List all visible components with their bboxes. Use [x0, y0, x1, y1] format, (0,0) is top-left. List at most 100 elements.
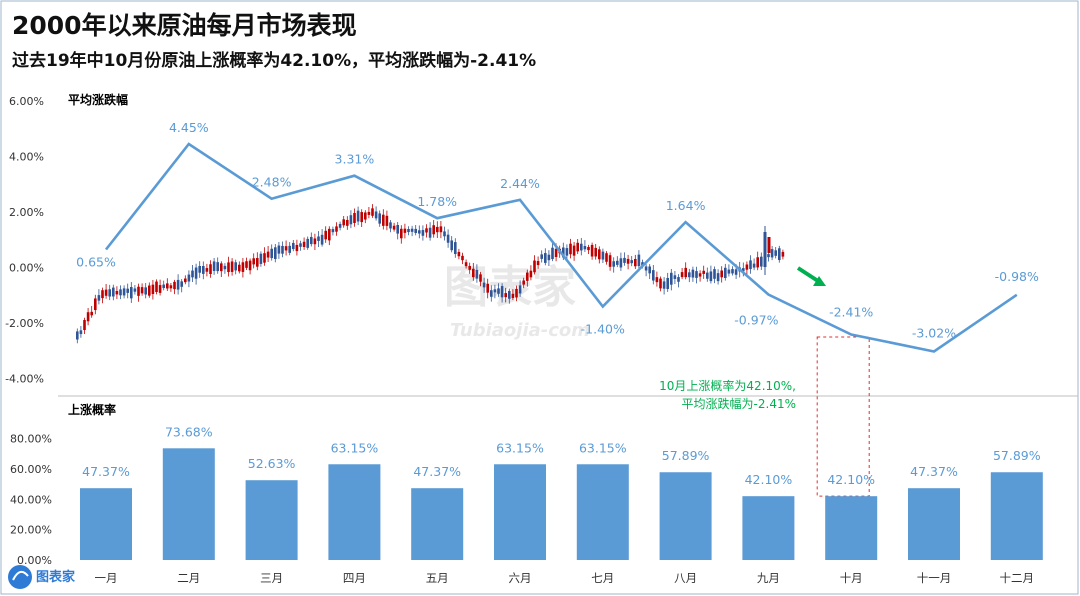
line-value-label: -0.98% [995, 269, 1039, 284]
candle-body [331, 229, 335, 233]
candle-body [605, 253, 608, 262]
candle-body [554, 248, 558, 258]
candle-body [619, 258, 623, 268]
line-value-label: -1.40% [581, 321, 625, 336]
x-tick-label: 一月 [95, 571, 118, 585]
candle-body [306, 238, 309, 248]
candle-body [234, 262, 237, 271]
bar-value-label: 52.63% [248, 456, 296, 471]
candle-body [526, 272, 529, 281]
x-axis-labels: 一月 二月 三月 四月 五月 六月 七月 八月 九月 十月 十一月 十二月 [95, 571, 1035, 585]
candle-body [511, 293, 515, 298]
bottom-ylabel: 上涨概率 [68, 402, 116, 417]
bar [411, 488, 464, 560]
brand-logo: 图表家 [8, 565, 76, 589]
bar-value-label: 47.37% [82, 464, 130, 479]
line-value-label: -2.41% [829, 305, 873, 320]
top-ytick-label: 4.00% [9, 151, 44, 164]
candle-body [544, 253, 547, 263]
candle-body [403, 228, 407, 233]
bar [990, 472, 1043, 560]
candle-body [533, 260, 536, 273]
x-tick-label: 五月 [426, 571, 449, 585]
candle-body [115, 290, 119, 295]
candle-body [198, 265, 201, 273]
bar [80, 488, 132, 560]
candle-body [288, 245, 291, 253]
bar-value-label: 42.10% [827, 472, 875, 487]
candle-body [256, 258, 259, 267]
candle-body [356, 210, 360, 222]
candle-body [706, 272, 709, 279]
candle-body [680, 272, 684, 278]
candle-body [230, 261, 234, 272]
candle-body [475, 269, 479, 279]
candle-body [155, 281, 158, 293]
candlestick-background [76, 204, 785, 344]
x-tick-label: 十二月 [1000, 571, 1035, 585]
bottom-y-ticks: 0.00% 20.00% 40.00% 60.00% 80.00% [10, 433, 52, 567]
candle-body [565, 248, 569, 256]
candle-body [745, 264, 749, 270]
candle-body [569, 243, 572, 255]
candle-body [137, 286, 140, 296]
candle-body [148, 285, 151, 296]
candle-body [698, 273, 702, 277]
candle-body [371, 208, 374, 216]
candle-body [313, 238, 317, 245]
watermark-main: 图表家 [444, 262, 576, 313]
candle-body [536, 261, 540, 266]
bottom-ytick-label: 0.00% [17, 554, 52, 567]
watermark-sub: Tubiaojia-com [450, 320, 590, 341]
candle-body [187, 274, 191, 282]
candle-body [734, 269, 738, 275]
bar [494, 464, 546, 560]
candle-body [713, 269, 716, 279]
bottom-ytick-label: 80.00% [10, 433, 52, 446]
line-value-label: 2.48% [252, 175, 292, 190]
candle-body [767, 237, 771, 253]
bar-value-label: 47.37% [910, 464, 958, 479]
line-value-label: 3.31% [335, 152, 375, 167]
candle-body [299, 243, 302, 247]
top-ylabel: 平均涨跌幅 [68, 92, 128, 107]
candle-body [720, 270, 723, 278]
candle-body [245, 261, 248, 268]
candle-body [317, 236, 320, 241]
candle-body [378, 213, 381, 224]
bar-value-label: 73.68% [165, 424, 213, 439]
candle-body [500, 286, 504, 298]
candle-body [731, 269, 734, 274]
candle-body [389, 222, 392, 229]
x-tick-label: 九月 [757, 571, 780, 585]
top-ytick-label: 2.00% [9, 206, 44, 219]
candle-body [133, 288, 137, 292]
annotation-line-2: 平均涨跌幅为-2.41% [682, 396, 796, 411]
candle-body [281, 245, 284, 254]
candle-body [367, 211, 371, 215]
candle-body [461, 255, 464, 261]
candle-body [666, 277, 669, 289]
candle-body [781, 251, 785, 257]
bar-value-label: 63.15% [331, 440, 379, 455]
logo-icon [8, 565, 32, 589]
bar-value-label: 57.89% [993, 448, 1041, 463]
top-ytick-label: -4.00% [5, 373, 44, 386]
candle-body [212, 261, 216, 271]
candle-body [767, 254, 770, 258]
candle-body [97, 295, 101, 301]
candle-body [659, 278, 662, 289]
candle-body [126, 288, 129, 293]
candle-body [76, 331, 79, 340]
candle-body [104, 289, 108, 296]
candle-body [274, 247, 277, 259]
candle-body [220, 263, 223, 272]
candle-body [158, 285, 162, 293]
candle-body [169, 285, 173, 289]
candle-body [162, 284, 165, 289]
x-tick-label: 二月 [177, 571, 200, 585]
candle-body [392, 225, 396, 230]
candle-body [94, 298, 97, 311]
